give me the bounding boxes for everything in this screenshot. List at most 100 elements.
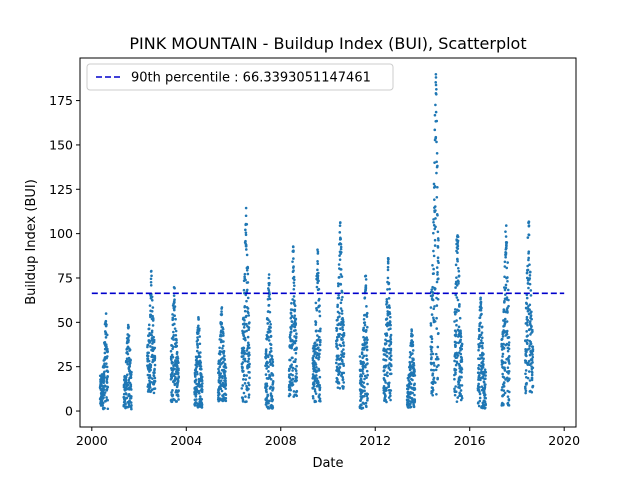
data-point xyxy=(243,319,246,322)
x-tick-label: 2020 xyxy=(548,433,580,448)
data-point xyxy=(342,323,345,327)
data-point xyxy=(128,361,132,365)
data-point xyxy=(455,356,459,359)
data-point xyxy=(459,329,462,332)
data-point xyxy=(125,381,129,385)
data-point xyxy=(460,367,464,371)
data-point xyxy=(267,295,271,298)
data-point xyxy=(389,389,393,392)
data-point xyxy=(503,369,507,372)
data-point xyxy=(217,367,220,371)
data-point xyxy=(478,385,481,389)
data-point xyxy=(459,338,462,342)
data-point xyxy=(363,321,367,324)
data-point xyxy=(269,349,273,353)
data-point xyxy=(171,369,175,372)
data-point xyxy=(220,306,224,309)
data-point xyxy=(507,304,510,308)
data-point xyxy=(507,360,511,363)
data-point xyxy=(219,379,223,382)
data-point xyxy=(456,259,459,263)
data-point xyxy=(295,376,299,379)
data-point xyxy=(338,312,341,315)
data-point xyxy=(411,340,415,344)
data-point xyxy=(524,389,528,393)
data-point xyxy=(434,135,438,139)
data-point xyxy=(221,399,225,403)
data-point xyxy=(293,304,297,308)
data-point xyxy=(195,370,199,374)
data-point xyxy=(361,372,365,375)
data-point xyxy=(411,343,415,347)
data-point xyxy=(268,293,272,296)
data-point xyxy=(105,345,108,349)
data-point xyxy=(341,360,344,363)
data-point xyxy=(455,276,458,279)
data-point xyxy=(531,384,535,388)
data-point xyxy=(289,330,293,333)
data-point xyxy=(271,380,275,383)
data-point xyxy=(315,377,319,381)
data-point xyxy=(528,303,532,307)
data-point xyxy=(247,359,250,363)
data-point xyxy=(507,372,510,375)
data-point xyxy=(460,358,464,361)
data-point xyxy=(177,375,181,378)
data-point xyxy=(342,333,346,337)
data-point xyxy=(528,353,532,357)
data-point xyxy=(244,239,247,243)
data-point xyxy=(342,381,346,384)
data-point xyxy=(529,294,533,297)
data-point xyxy=(458,305,461,308)
data-point xyxy=(482,352,485,356)
data-point xyxy=(384,342,388,345)
data-point xyxy=(173,305,177,308)
data-point xyxy=(503,288,507,292)
data-point xyxy=(245,253,249,257)
data-point xyxy=(150,309,154,313)
data-point xyxy=(454,333,458,336)
data-point xyxy=(411,349,415,352)
data-point xyxy=(221,376,224,380)
data-point xyxy=(387,383,391,387)
data-point xyxy=(266,361,269,365)
data-point xyxy=(245,374,249,377)
data-point xyxy=(365,376,368,379)
data-point xyxy=(220,310,223,313)
data-point xyxy=(292,390,296,393)
data-point xyxy=(318,314,322,318)
data-point xyxy=(431,372,435,375)
data-point xyxy=(146,354,150,358)
data-point xyxy=(200,388,204,392)
data-point xyxy=(459,392,462,396)
data-point xyxy=(500,337,504,341)
data-point xyxy=(314,363,318,366)
data-point xyxy=(365,315,369,318)
data-point xyxy=(434,110,438,114)
data-point xyxy=(150,274,153,278)
data-point xyxy=(220,334,223,338)
data-point xyxy=(293,341,297,345)
data-point xyxy=(429,347,433,351)
x-tick-label: 2012 xyxy=(359,433,391,448)
data-point xyxy=(222,334,225,337)
legend-box xyxy=(86,63,394,91)
data-point xyxy=(171,313,174,316)
data-point xyxy=(291,377,295,381)
data-point xyxy=(506,349,510,353)
data-point xyxy=(319,327,322,331)
data-point xyxy=(264,348,268,351)
data-point xyxy=(342,348,345,351)
data-point xyxy=(362,326,366,330)
data-point xyxy=(264,373,268,376)
data-point xyxy=(198,327,201,330)
data-point xyxy=(264,356,268,360)
data-point xyxy=(526,268,530,272)
data-point xyxy=(413,382,416,386)
data-point xyxy=(126,352,130,356)
data-point xyxy=(150,334,154,337)
data-point xyxy=(171,393,175,397)
data-point xyxy=(266,298,270,301)
data-point xyxy=(336,305,339,309)
data-point xyxy=(483,368,487,371)
